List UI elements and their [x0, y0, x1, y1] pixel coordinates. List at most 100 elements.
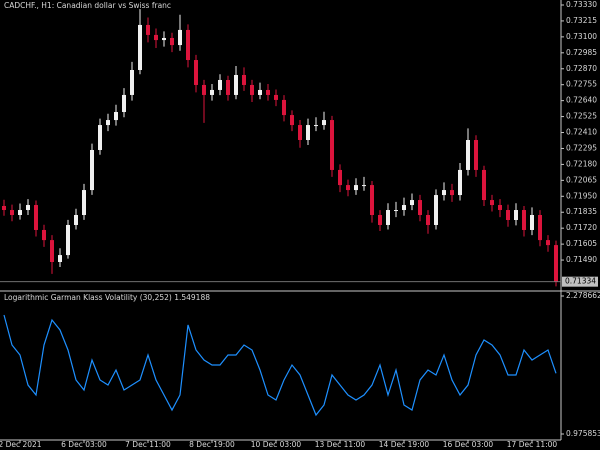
candle-body	[322, 120, 326, 126]
y-tick-label: 0.71490	[566, 255, 597, 264]
candle-body	[506, 210, 510, 220]
y-tick-label: 0.73330	[566, 0, 597, 9]
candle-body	[434, 195, 438, 225]
candle-body	[458, 169, 462, 196]
candle-body	[338, 169, 342, 186]
candle-body	[130, 70, 134, 95]
candle-body	[146, 24, 150, 35]
y-tick-label: 0.71835	[566, 207, 597, 216]
candle-body	[154, 34, 158, 41]
y-tick-label: 0.73100	[566, 32, 597, 41]
y-tick-label: 0.71720	[566, 223, 597, 232]
candle-body	[226, 79, 230, 95]
candle-body	[162, 37, 166, 41]
candle-body	[90, 149, 94, 191]
x-tick-label: 13 Dec 11:00	[315, 440, 366, 449]
candle-body	[442, 190, 446, 196]
candle-body	[74, 215, 78, 225]
candle-body	[530, 215, 534, 230]
y-tick-label: 0.72755	[566, 80, 597, 89]
candle-body	[466, 140, 470, 170]
candle-body	[250, 84, 254, 95]
candle-body	[186, 29, 190, 61]
candle-body	[178, 29, 182, 46]
candle-body	[218, 79, 222, 90]
candle-body	[66, 224, 70, 256]
candle-body	[370, 185, 374, 216]
candle-body	[450, 190, 454, 196]
candle-body	[58, 255, 62, 262]
candle-body	[554, 245, 558, 282]
y-tick-label: 0.73215	[566, 16, 597, 25]
y-tick-label: 0.72985	[566, 48, 597, 57]
candle-body	[482, 169, 486, 201]
candle-body	[106, 120, 110, 126]
x-tick-label: 6 Dec 03:00	[61, 440, 107, 449]
candle-body	[474, 140, 478, 170]
candle-body	[122, 94, 126, 113]
candle-body	[522, 210, 526, 230]
candle-body	[282, 99, 286, 116]
x-tick-label: 8 Dec 19:00	[189, 440, 235, 449]
candle-body	[514, 210, 518, 220]
candle-body	[98, 125, 102, 150]
candle-body	[274, 94, 278, 100]
indicator-title: Logarithmic Garman Klass Volatility (30,…	[4, 293, 210, 302]
y-tick-label: 0.72525	[566, 112, 597, 121]
candle-body	[26, 205, 30, 211]
y-tick-label: 0.72180	[566, 159, 597, 168]
candle-body	[234, 74, 238, 95]
y-tick-label: 0.72295	[566, 143, 597, 152]
candle-body	[394, 210, 398, 212]
x-tick-label: 17 Dec 11:00	[507, 440, 558, 449]
candle-body	[290, 115, 294, 126]
candle-body	[34, 205, 38, 230]
current-price-box	[562, 276, 598, 287]
candle-body	[18, 210, 22, 216]
candle-body	[410, 200, 414, 206]
current-price-label: 0.71334	[565, 277, 596, 286]
y-tick-label: 0.71605	[566, 239, 597, 248]
candle-body	[314, 125, 318, 127]
candle-body	[10, 210, 14, 216]
indicator-line	[3, 314, 557, 417]
candle-body	[418, 200, 422, 216]
candle-body	[242, 74, 246, 85]
candle-body	[426, 215, 430, 225]
candle-body	[538, 215, 542, 241]
y-tick-label: 0.975853	[566, 429, 600, 438]
y-tick-label: 0.72065	[566, 175, 597, 184]
candle-body	[362, 185, 366, 187]
candle-body	[138, 24, 142, 71]
candle-body	[170, 37, 174, 46]
x-tick-label: 14 Dec 19:00	[379, 440, 430, 449]
y-tick-label: 0.72410	[566, 128, 597, 137]
candle-body	[210, 89, 214, 95]
candle-body	[354, 185, 358, 191]
candle-body	[266, 89, 270, 95]
candle-body	[546, 240, 550, 246]
x-tick-label: 2 Dec 2021	[0, 440, 42, 449]
candle-body	[386, 210, 390, 225]
candle-body	[378, 215, 382, 225]
candle-body	[498, 205, 502, 211]
candle-body	[82, 190, 86, 216]
candle-body	[490, 200, 494, 206]
candle-body	[42, 229, 46, 241]
y-tick-label: 2.278662	[566, 291, 600, 300]
x-tick-label: 7 Dec 11:00	[125, 440, 171, 449]
candle-body	[114, 112, 118, 121]
candle-body	[2, 205, 6, 211]
x-tick-label: 16 Dec 03:00	[443, 440, 494, 449]
candle-body	[202, 84, 206, 95]
candle-body	[298, 125, 302, 141]
y-tick-label: 0.71950	[566, 191, 597, 200]
candle-body	[50, 240, 54, 262]
y-tick-label: 0.72870	[566, 64, 597, 73]
chart-title: CADCHF., H1: Canadian dollar vs Swiss fr…	[4, 1, 171, 10]
x-tick-label: 10 Dec 03:00	[251, 440, 302, 449]
y-tick-label: 0.72640	[566, 96, 597, 105]
candle-body	[258, 89, 262, 95]
